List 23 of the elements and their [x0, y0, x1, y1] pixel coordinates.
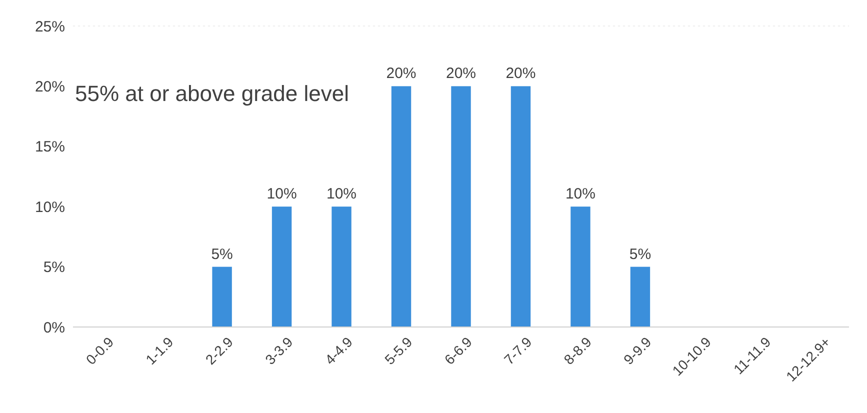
bar: [391, 86, 412, 327]
data-label: 10%: [266, 186, 297, 203]
bar: [510, 86, 531, 327]
data-label: 10%: [326, 186, 357, 203]
y-tick-label: 25%: [34, 18, 65, 36]
bar: [332, 206, 352, 327]
y-tick-label: 20%: [34, 78, 65, 96]
bar: [272, 206, 292, 327]
data-label: 20%: [506, 65, 536, 82]
data-label: 5%: [629, 246, 652, 263]
bar: [212, 266, 232, 327]
data-label: 20%: [386, 65, 416, 82]
bar: [570, 206, 590, 327]
y-tick-label: 5%: [43, 259, 65, 276]
data-label: 10%: [565, 186, 596, 203]
y-tick-label: 15%: [34, 138, 65, 156]
annotation: 55% at or above grade level: [75, 81, 349, 106]
data-label: 20%: [446, 65, 476, 82]
data-label: 5%: [211, 246, 233, 263]
bar: [451, 86, 471, 327]
bar: [630, 266, 650, 327]
y-tick-label: 0%: [43, 319, 65, 336]
y-tick-label: 10%: [34, 198, 65, 216]
